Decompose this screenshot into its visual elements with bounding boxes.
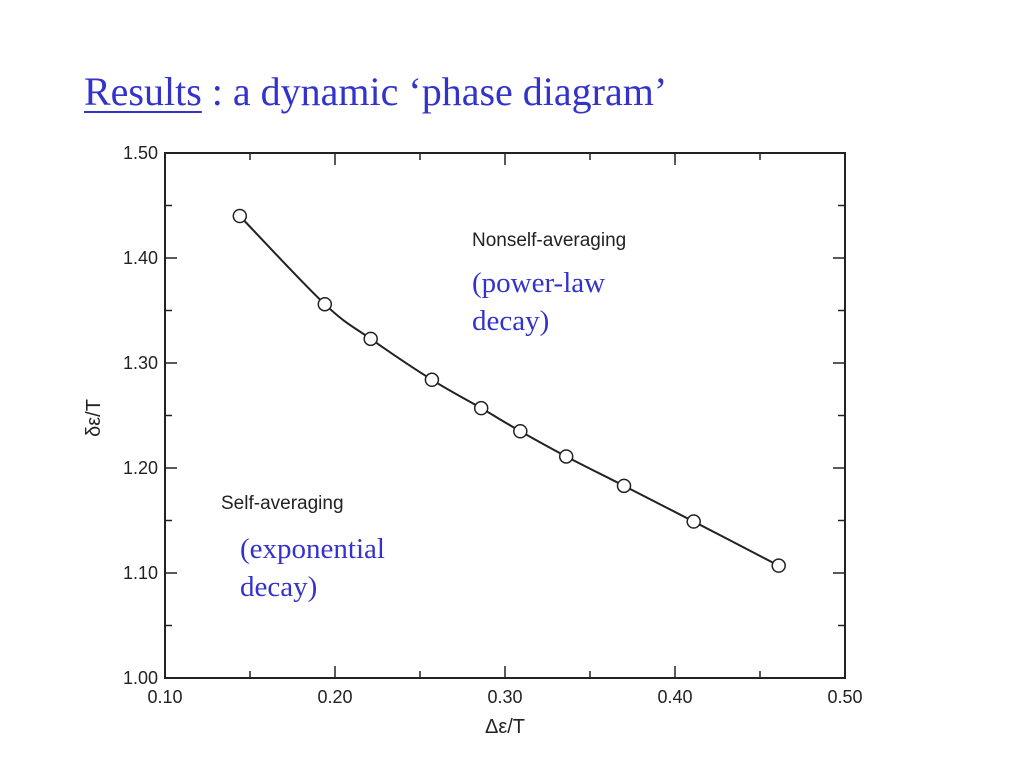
y-axis-label: δε/T [83,399,105,437]
y-tick-label: 1.20 [123,458,158,478]
x-tick-label: 0.40 [657,687,692,707]
region-label-nonself-averaging: Nonself-averaging [472,230,626,251]
tick-label-layer: 0.10 0.20 0.30 0.40 0.50 1.00 1.10 1.20 1.30 1.40… [123,143,863,707]
y-tick-label: 1.40 [123,248,158,268]
lower-region-note: (exponential decay) [240,530,385,606]
marker-layer [232,208,786,573]
x-axis-label: Δε/T [485,716,525,738]
data-point [363,331,378,347]
lower-note-line-2: decay) [240,571,318,603]
region-label-self-averaging: Self-averaging [221,493,344,514]
x-tick-label: 0.20 [317,687,352,707]
series-line [239,215,780,567]
data-point [771,558,786,573]
data-point [686,514,701,529]
upper-note-line-2: decay) [472,305,550,337]
y-tick-label: 1.30 [123,353,158,373]
plot-frame [164,152,846,679]
upper-region-note: (power-law decay) [472,264,605,340]
x-tick-label: 0.30 [487,687,522,707]
y-tick-label: 1.00 [123,668,158,688]
y-tick-label: 1.10 [123,563,158,583]
slide-title-rest: : a dynamic ‘phase diagram’ [201,69,668,114]
data-point [513,424,528,439]
data-point [424,372,440,388]
upper-note-line-1: (power-law [472,267,606,299]
x-tick-label: 0.10 [147,687,182,707]
results-link[interactable]: Results [84,69,202,114]
lower-note-line-1: (exponential [240,533,385,565]
data-point [558,449,574,464]
x-tick-label: 0.50 [827,687,862,707]
y-tick-label: 1.50 [123,143,158,163]
data-point [317,296,333,312]
data-point [232,208,248,224]
slide-title: Results : a dynamic ‘phase diagram’ [84,68,667,115]
data-point [616,478,632,494]
data-point [473,400,489,416]
